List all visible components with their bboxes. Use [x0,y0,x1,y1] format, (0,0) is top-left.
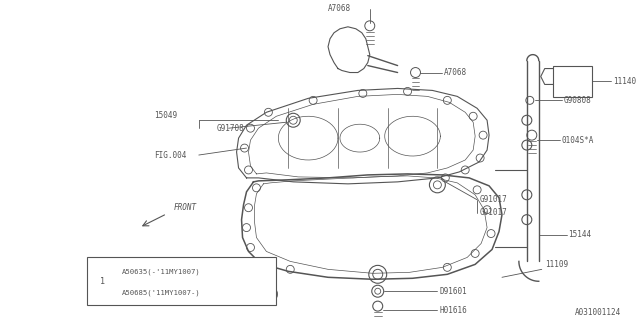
Text: D91601: D91601 [440,287,467,296]
Circle shape [93,272,111,290]
Text: 1: 1 [266,290,271,299]
Bar [88,257,276,305]
Text: FRONT: FRONT [174,203,197,212]
Text: 1: 1 [100,277,105,286]
Text: G90808: G90808 [564,96,591,105]
Text: 11109: 11109 [545,260,568,269]
Text: 15144: 15144 [568,230,592,239]
Text: G91017: G91017 [479,208,507,217]
Text: A7068: A7068 [444,68,467,77]
Text: 15049: 15049 [154,111,177,120]
Text: A7068: A7068 [328,4,351,13]
Text: A50635(-'11MY1007): A50635(-'11MY1007) [122,268,201,275]
Bar [553,66,593,97]
Text: A031001124: A031001124 [575,308,621,316]
Text: G91708: G91708 [217,124,244,133]
Text: G91017: G91017 [479,195,507,204]
Text: FIG.004: FIG.004 [154,150,186,160]
Text: H01616: H01616 [440,306,467,315]
Text: 0104S*A: 0104S*A [562,136,594,145]
Text: A50685('11MY1007-): A50685('11MY1007-) [122,290,201,296]
Circle shape [259,285,277,303]
Text: 11140: 11140 [613,77,636,86]
